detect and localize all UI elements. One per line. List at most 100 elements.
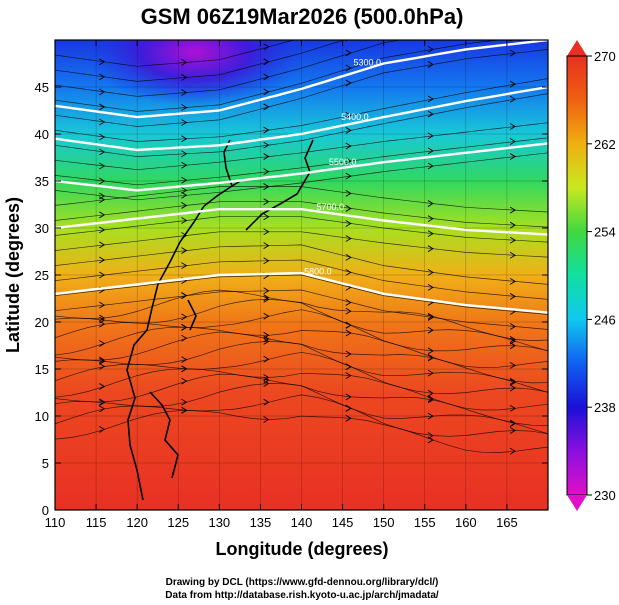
x-tick-label: 120 [126, 515, 148, 530]
streamline-arrow [99, 405, 106, 413]
streamline-arrow [99, 301, 106, 309]
streamline-arrow [181, 406, 188, 414]
streamline-arrow [99, 357, 106, 365]
streamline-arrow [263, 242, 270, 250]
streamline-arrow [181, 292, 188, 300]
y-tick-label: 25 [35, 268, 49, 283]
streamline-arrow [509, 362, 517, 369]
streamline-arrow [181, 334, 188, 342]
x-tick-label: 155 [414, 515, 436, 530]
contour-label: 5500.0 [329, 157, 357, 167]
korea-coast [223, 139, 233, 187]
x-tick-label: 140 [291, 515, 313, 530]
streamline-arrow [427, 268, 434, 276]
streamline-arrow [263, 126, 270, 134]
streamline-arrow [263, 213, 270, 221]
contour-line [55, 271, 548, 314]
streamline-arrow [345, 127, 352, 134]
colorbar-tick-label: 254 [594, 225, 616, 240]
streamline-arrow [509, 153, 517, 160]
streamline [55, 299, 548, 352]
x-tick-label: 150 [373, 515, 395, 530]
colorbar-bar [566, 55, 588, 496]
streamline-arrow [345, 299, 352, 306]
streamline-arrow [427, 412, 434, 420]
streamline-arrow [99, 256, 106, 264]
streamline-arrow [263, 331, 270, 339]
x-tick-label: 125 [167, 515, 189, 530]
y-axis-ticks: 0 5 10 15 20 25 30 35 40 45 [35, 80, 548, 518]
streamline-arrow [99, 133, 106, 141]
streamline-arrow [345, 142, 352, 150]
streamline-arrow [181, 135, 188, 143]
colorbar-ticks: 230 238 246 254 262 270 [587, 49, 616, 503]
streamline-arrow [263, 294, 270, 302]
streamline-arrow [99, 118, 106, 126]
streamline-arrow [181, 377, 188, 385]
streamline-arrow [427, 354, 434, 361]
streamline-arrow [99, 398, 106, 406]
streamline-arrow [181, 324, 188, 331]
streamline [55, 289, 548, 341]
streamline-arrow [427, 230, 434, 238]
streamline-arrow [509, 419, 517, 427]
streamline-arrow [509, 384, 517, 392]
streamline-arrow [427, 326, 434, 334]
colorbar-tick-label: 262 [594, 137, 616, 152]
colorbar-top-arrow [567, 40, 587, 56]
x-tick-label: 115 [86, 515, 107, 530]
gridlines [55, 40, 548, 510]
colorbar-tick-label: 246 [594, 312, 616, 327]
streamline-arrow [99, 383, 106, 390]
streamline-arrow [345, 253, 352, 261]
streamline-arrow [510, 5, 515, 11]
x-tick-label: 145 [332, 515, 354, 530]
streamline-arrow [509, 95, 517, 103]
asia-coast [126, 179, 243, 501]
streamline-arrow [345, 393, 352, 401]
contour-label: 5800.0 [304, 266, 332, 276]
contour-line [55, 85, 548, 152]
streamline-arrow [427, 284, 434, 291]
streamline-arrow [99, 177, 106, 185]
streamline [55, 244, 548, 285]
streamline-arrow [509, 404, 517, 412]
streamline-arrow [99, 314, 106, 322]
streamline [55, 137, 548, 186]
y-tick-label: 30 [35, 221, 49, 236]
streamline-arrow [99, 356, 106, 364]
streamline-arrow [181, 187, 188, 194]
streamline-arrow [427, 215, 434, 222]
streamline-arrow [345, 220, 352, 227]
streamline-arrow [345, 268, 352, 276]
streamline [55, 326, 548, 369]
streamline-arrow [99, 425, 106, 433]
streamline-arrow [345, 350, 352, 358]
y-tick-label: 0 [42, 503, 49, 518]
streamline-arrow [427, 389, 434, 397]
streamline-arrow [509, 278, 517, 285]
streamline-arrow [427, 46, 434, 53]
streamline-arrow [181, 202, 188, 209]
streamline-arrow [509, 377, 517, 385]
x-tick-label: 165 [496, 515, 518, 530]
streamline-arrow [263, 312, 270, 320]
streamline-arrow [263, 103, 270, 111]
streamline-arrow [427, 132, 434, 140]
streamline [55, 274, 548, 315]
streamline-arrow [99, 363, 106, 370]
streamline-arrow [345, 112, 352, 119]
streamline-arrow [345, 49, 352, 57]
streamline-arrow [263, 43, 270, 51]
streamline-arrow [427, 110, 434, 118]
streamline-arrow [345, 235, 352, 242]
streamline [55, 40, 403, 97]
streamline-arrow [345, 157, 352, 165]
streamline-arrow [509, 342, 517, 350]
streamline-arrow [510, 20, 515, 26]
taiwan-coast [187, 299, 197, 331]
streamline-arrow [509, 206, 517, 214]
streamline-arrow [427, 162, 434, 170]
streamline-arrow [263, 398, 270, 406]
streamline-arrow [427, 432, 434, 439]
